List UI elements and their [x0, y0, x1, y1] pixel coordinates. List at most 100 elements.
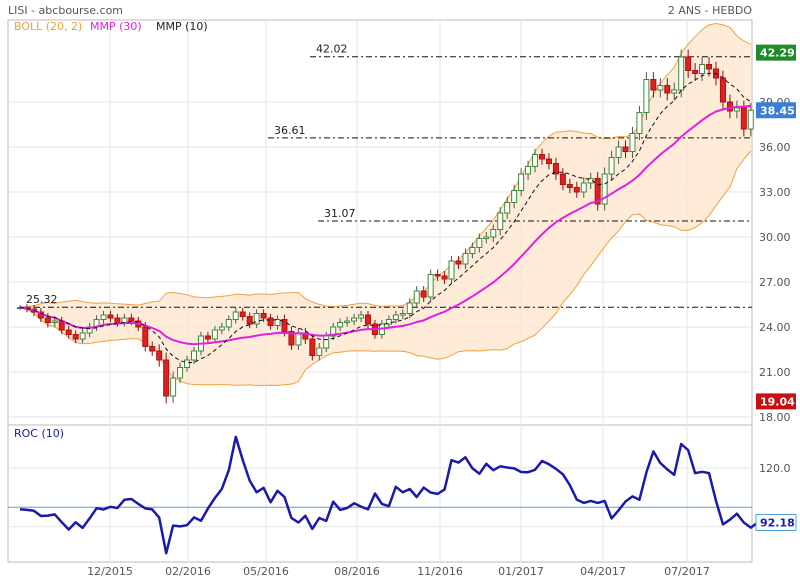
candle-up [504, 202, 511, 214]
candle-down [545, 158, 552, 164]
candle-up [462, 253, 469, 265]
candle-up [636, 112, 643, 134]
candle-up [448, 260, 455, 280]
candle-down [566, 184, 573, 188]
candle-up [580, 182, 587, 193]
candle-down [552, 163, 559, 175]
x-tick-label: 02/2016 [165, 565, 211, 578]
legend-mmp30: MMP (30) [90, 20, 142, 33]
badge-high: 42.29 [760, 47, 795, 60]
candle-up [177, 367, 184, 379]
candle-up [100, 314, 107, 320]
badge-low-bg [756, 393, 796, 410]
candle-up [232, 311, 239, 320]
candle-up [406, 302, 413, 314]
candle-down [142, 326, 149, 347]
candle-up [511, 190, 518, 203]
candle-up [316, 347, 323, 356]
roc-title: ROC (10) [14, 427, 64, 440]
level-label: 42.02 [316, 43, 348, 56]
roc-panel-frame [7, 424, 753, 563]
bollinger-band-fill [20, 23, 751, 386]
candle-down [622, 146, 629, 152]
legend-boll: BOLL (20, 2) [14, 20, 82, 33]
candle-up [608, 157, 615, 175]
candle-down [65, 329, 72, 335]
candle-up [615, 146, 622, 158]
x-tick-label: 07/2017 [664, 565, 710, 578]
candle-down [72, 334, 79, 340]
candle-down [267, 317, 274, 326]
candle-down [163, 359, 170, 397]
candle-up [225, 319, 232, 328]
candle-up [392, 314, 399, 320]
candle-up [629, 133, 636, 152]
candle-up [344, 320, 351, 323]
candle-down [128, 317, 135, 322]
roc-badge-bg [755, 514, 797, 532]
candle-down [434, 274, 441, 277]
candle-down [594, 178, 601, 205]
price-panel-frame [7, 19, 753, 426]
chart-source-title: LISI - abcbourse.com [8, 4, 123, 17]
candle-down [664, 85, 671, 94]
candle-up [253, 313, 260, 325]
candle-up [121, 317, 128, 323]
roc-line [19, 435, 759, 555]
roc-tick-label: 120.0 [759, 462, 791, 475]
candle-down [441, 275, 448, 280]
level-label: 25.32 [26, 293, 58, 306]
candle-up [469, 247, 476, 254]
x-tick-label: 12/2015 [87, 565, 133, 578]
candle-down [559, 173, 566, 185]
candle-down [706, 64, 713, 70]
candle-down [204, 335, 211, 340]
chart-period: 2 ANS - HEBDO [668, 4, 752, 17]
candle-up [678, 56, 685, 91]
candle-down [107, 314, 114, 319]
candle-up [51, 320, 58, 323]
candle-up [351, 317, 358, 322]
candle-down [539, 154, 545, 160]
x-tick-label: 04/2017 [580, 565, 626, 578]
roc-badge: 92.18 [760, 517, 795, 530]
x-tick-label: 08/2016 [334, 565, 380, 578]
badge-low: 19.04 [760, 395, 795, 408]
candle-down [309, 338, 316, 356]
badge-last-bg [756, 102, 796, 119]
candle-down [685, 56, 692, 71]
candle-down [288, 331, 295, 346]
badge-high-bg [756, 44, 796, 61]
y-tick-label: 36.00 [759, 141, 791, 154]
mmp10-line [19, 72, 752, 364]
candle-up [184, 359, 191, 368]
candle-down [149, 346, 156, 352]
candle-down [420, 290, 427, 298]
legend-mmp10: MMP (10) [156, 20, 208, 33]
y-tick-label: 33.00 [759, 186, 791, 199]
candle-up [643, 79, 650, 113]
candle-up [747, 109, 754, 130]
candle-down [740, 107, 747, 130]
y-tick-label: 24.00 [759, 321, 791, 334]
candle-up [476, 238, 483, 248]
y-tick-label: 30.00 [759, 231, 791, 244]
candle-down [719, 77, 726, 103]
candle-up [518, 173, 525, 191]
candle-up [330, 326, 337, 337]
candle-up [601, 173, 608, 205]
candle-up [211, 329, 218, 340]
x-tick-label: 05/2016 [243, 565, 289, 578]
candle-up [191, 350, 197, 361]
candle-up [295, 332, 302, 346]
candle-up [532, 154, 539, 167]
candle-up [427, 274, 434, 298]
candle-down [455, 260, 462, 265]
candle-down [365, 314, 371, 325]
candle-down [650, 79, 657, 91]
candle-up [671, 89, 678, 94]
candle-up [497, 212, 504, 230]
level-label: 31.07 [324, 207, 356, 220]
